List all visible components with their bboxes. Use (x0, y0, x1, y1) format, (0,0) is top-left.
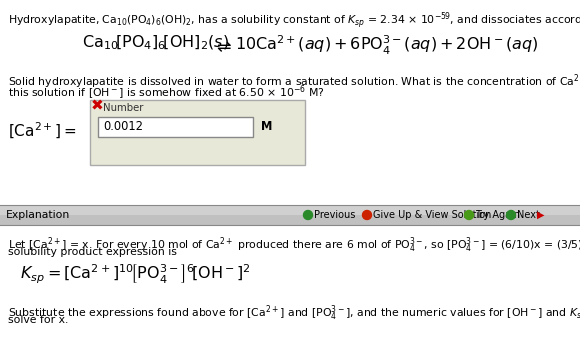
Text: ▶: ▶ (537, 210, 545, 220)
Text: $10\mathrm{Ca}^{2+}(aq)+6\mathrm{PO}_4^{3-}(aq)+2\mathrm{OH}^-(aq)$: $10\mathrm{Ca}^{2+}(aq)+6\mathrm{PO}_4^{… (235, 34, 538, 57)
Text: Next: Next (517, 210, 540, 220)
Bar (0, 225, 580, 361)
Text: M: M (261, 120, 273, 133)
Text: Hydroxylapatite, Ca$_{10}$(PO$_4$)$_6$(OH)$_2$, has a solubility constant of $K_: Hydroxylapatite, Ca$_{10}$(PO$_4$)$_6$(O… (8, 10, 580, 31)
Circle shape (506, 210, 516, 219)
Text: $\mathrm{Ca}_{10}\!\left[\mathrm{PO}_4\right]_6\!\left[\mathrm{OH}\right]_2(s)$: $\mathrm{Ca}_{10}\!\left[\mathrm{PO}_4\r… (82, 34, 229, 52)
Bar (0, 205, 580, 215)
Text: this solution if [OH$^-$] is somehow fixed at 6.50 × 10$^{-6}$ M?: this solution if [OH$^-$] is somehow fix… (8, 84, 324, 103)
Text: Give Up & View Solution: Give Up & View Solution (373, 210, 491, 220)
Bar (90, 100, 305, 165)
Text: Let [Ca$^{2+}$] = x. For every 10 mol of Ca$^{2+}$ produced there are 6 mol of P: Let [Ca$^{2+}$] = x. For every 10 mol of… (8, 235, 580, 255)
Text: ✖: ✖ (91, 98, 104, 113)
Text: $\left[\mathrm{Ca}^{2+}\right]=$: $\left[\mathrm{Ca}^{2+}\right]=$ (8, 121, 77, 141)
Circle shape (465, 210, 473, 219)
Bar (98, 117, 253, 137)
Text: $K_{sp}=\left[\mathrm{Ca}^{2+}\right]^{10}\!\left[\mathrm{PO}_4^{3-}\right]^6\!\: $K_{sp}=\left[\mathrm{Ca}^{2+}\right]^{1… (20, 263, 251, 286)
Bar (0, 0, 580, 210)
Text: Solid hydroxylapatite is dissolved in water to form a saturated solution. What i: Solid hydroxylapatite is dissolved in wa… (8, 72, 580, 91)
Text: Previous: Previous (314, 210, 356, 220)
Text: Explanation: Explanation (6, 210, 70, 220)
Text: Try Again: Try Again (475, 210, 520, 220)
Text: Number: Number (103, 103, 143, 113)
Circle shape (362, 210, 372, 219)
Text: solubility product expression is: solubility product expression is (8, 247, 177, 257)
Text: solve for x.: solve for x. (8, 315, 68, 325)
Text: 0.0012: 0.0012 (103, 120, 143, 133)
Circle shape (303, 210, 313, 219)
Text: $\rightleftharpoons$: $\rightleftharpoons$ (213, 38, 232, 56)
Bar (0, 205, 580, 225)
Text: Substitute the expressions found above for [Ca$^{2+}$] and [PO$_4^{3-}$], and th: Substitute the expressions found above f… (8, 303, 580, 324)
